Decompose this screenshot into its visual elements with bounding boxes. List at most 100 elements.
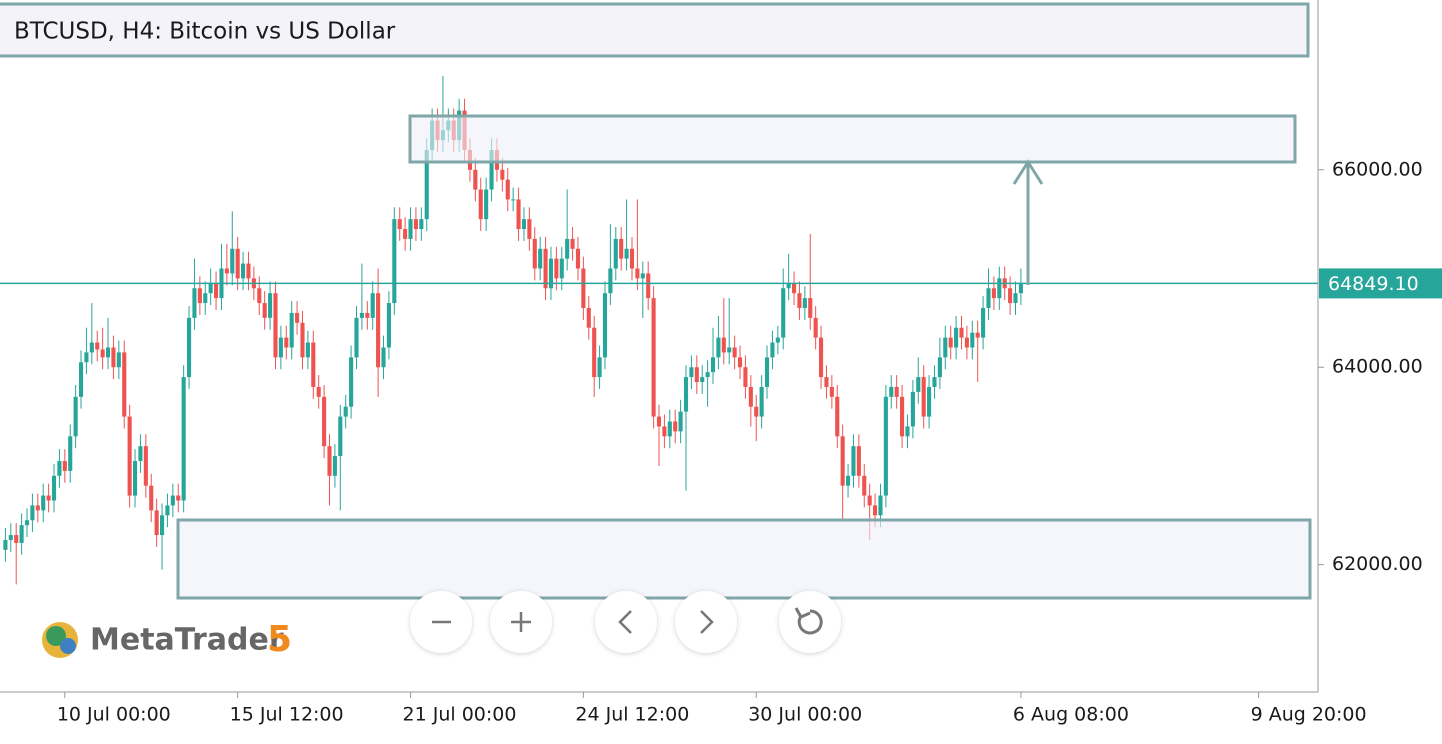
candle-body [797, 293, 802, 308]
candle-body [743, 367, 748, 387]
x-tick-label: 10 Jul 00:00 [57, 704, 171, 726]
logo-name: MetaTrader [90, 623, 284, 658]
y-tick-label: 62000.00 [1332, 553, 1423, 575]
candle-body [516, 199, 521, 230]
candle-body [224, 268, 229, 274]
candle-body [543, 248, 548, 289]
candle-body [716, 337, 721, 358]
candle-body [856, 446, 861, 476]
x-tick-label: 21 Jul 00:00 [403, 704, 517, 726]
candle-body [1018, 283, 1023, 294]
candle-body [473, 169, 478, 190]
candle-body [338, 416, 343, 457]
logo: MetaTrader 5 [42, 619, 292, 660]
candle-body [721, 337, 726, 353]
resistance-zone [408, 114, 1297, 164]
candle-body [532, 238, 537, 269]
candle-body [187, 317, 192, 378]
candle-body [403, 229, 408, 239]
candle-body [392, 219, 397, 304]
last-price-label: 64849.10 [1328, 273, 1419, 295]
candle-body [894, 386, 899, 397]
candle-body [370, 293, 375, 318]
candle-body [159, 515, 165, 536]
candle-body [386, 303, 391, 348]
candle-body [316, 386, 321, 397]
candle-body [484, 189, 489, 220]
candle-body [802, 298, 807, 308]
candle-body [305, 342, 310, 358]
candle-body [586, 307, 591, 328]
candle-body [24, 520, 30, 526]
candle-body [359, 312, 364, 318]
candle-body [343, 406, 348, 417]
candle-body [883, 396, 888, 496]
candle-body [705, 372, 710, 378]
candle-body [203, 293, 208, 304]
zoom-out-button[interactable] [410, 591, 472, 653]
candle-body [840, 436, 845, 486]
candle-body [548, 258, 554, 289]
candle-body [105, 347, 111, 358]
candle-body [975, 332, 980, 338]
scroll-left-button[interactable] [595, 591, 657, 653]
scroll-right-button[interactable] [675, 591, 737, 653]
candle-body [89, 342, 94, 353]
candle-body [57, 461, 62, 476]
candle-body [667, 421, 672, 437]
candle-body [349, 357, 354, 407]
zoom-in-button[interactable] [490, 591, 552, 653]
logo-version: 5 [267, 619, 292, 660]
candle-body [683, 377, 689, 412]
candle-body [835, 396, 840, 437]
candle-body [694, 367, 699, 383]
x-tick-label: 24 Jul 12:00 [575, 704, 689, 726]
candle-body [192, 288, 197, 318]
candle-body [268, 293, 273, 318]
candle-body [3, 539, 8, 550]
candle-body [1013, 293, 1018, 304]
candle-body [122, 352, 127, 417]
candle-body [230, 248, 235, 274]
candle-body [651, 298, 656, 417]
plot-area [0, 76, 1318, 585]
candle-body [8, 535, 13, 540]
candle-body [262, 303, 267, 318]
candle-body [95, 342, 100, 350]
last-price-tag [1319, 268, 1442, 299]
candle-body [986, 288, 991, 308]
candle-body [943, 337, 948, 358]
candle-body [916, 377, 921, 392]
candle-body [284, 337, 289, 348]
candle-body [554, 258, 559, 279]
candle-body [46, 495, 51, 501]
candle-body [981, 307, 986, 338]
candle-body [170, 495, 175, 506]
candle-body [143, 446, 148, 486]
candle-body [235, 248, 240, 279]
candle-body [41, 495, 46, 511]
candle-body [19, 525, 24, 543]
reset-button[interactable] [779, 591, 841, 653]
candle-body [365, 312, 370, 318]
candle-body [381, 347, 386, 368]
candle-body [565, 238, 570, 259]
candle-body [927, 386, 932, 417]
candle-body [413, 219, 418, 230]
x-tick-label: 6 Aug 08:00 [1013, 704, 1129, 726]
candle-body [597, 357, 602, 378]
candle-body [257, 288, 262, 304]
candle-body [354, 317, 359, 358]
candle-body [332, 456, 337, 476]
candle-body [511, 199, 516, 201]
candle-body [824, 377, 829, 387]
candle-body [808, 298, 813, 318]
candle-body [732, 347, 737, 358]
candle-body [111, 347, 116, 368]
candle-body [592, 327, 597, 378]
candle-body [376, 293, 381, 368]
candle-body [424, 150, 429, 220]
candle-body [397, 219, 402, 230]
x-tick-label: 15 Jul 12:00 [230, 704, 344, 726]
candle-body [948, 337, 953, 348]
